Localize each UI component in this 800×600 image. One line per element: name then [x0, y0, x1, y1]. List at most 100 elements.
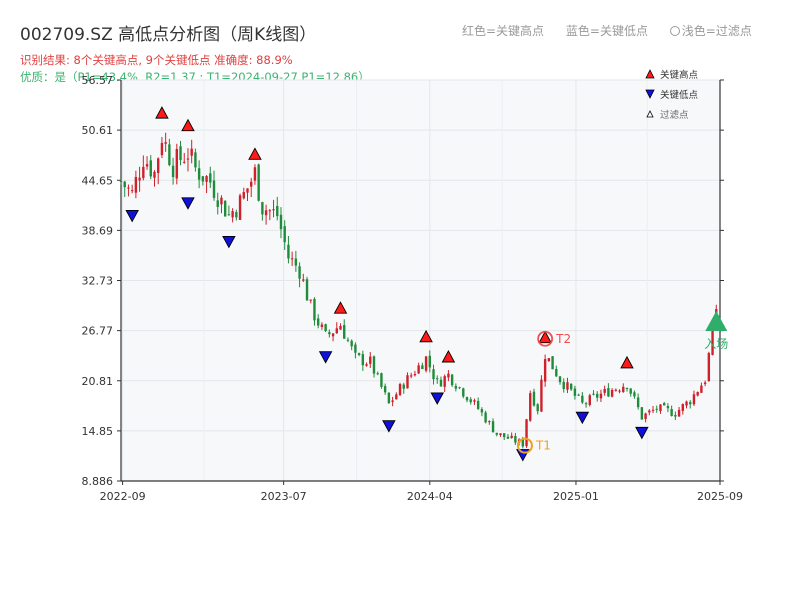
candle-down — [532, 391, 536, 406]
candle-down — [636, 397, 640, 408]
candle-down — [328, 332, 331, 335]
candle-down — [283, 226, 286, 243]
marker-legend: 关键高点 关键低点 过滤点 — [645, 64, 698, 124]
candle-up — [138, 177, 141, 181]
candle-up — [145, 164, 149, 167]
candle-up — [696, 392, 699, 396]
candle-up — [331, 333, 335, 337]
candle-up — [220, 197, 223, 205]
candle-down — [506, 436, 510, 439]
candle-up — [175, 148, 179, 179]
candle-up — [547, 358, 551, 361]
candle-up — [566, 382, 569, 390]
candle-up — [264, 210, 268, 216]
candle-up — [395, 394, 398, 400]
candle-down — [491, 421, 495, 433]
candle-up — [700, 385, 703, 393]
entry-marker — [705, 310, 728, 331]
candle-up — [268, 210, 272, 212]
candle-down — [313, 298, 316, 321]
candle-up — [231, 211, 234, 218]
candle-up — [186, 158, 190, 160]
candle-down — [216, 200, 219, 207]
candle-down — [354, 344, 357, 353]
candle-down — [469, 399, 472, 403]
candle-up — [692, 394, 696, 405]
candle-up — [142, 166, 145, 179]
candle-down — [569, 383, 573, 390]
candle-up — [711, 324, 714, 355]
candle-down — [343, 324, 346, 339]
candle-down — [662, 403, 666, 406]
key-low-marker — [222, 236, 236, 249]
y-tick-label: 32.73 — [82, 275, 114, 288]
candle-down — [350, 340, 353, 347]
candle-down — [123, 181, 126, 188]
y-tick-label: 14.85 — [82, 425, 114, 438]
candle-up — [677, 409, 681, 417]
legend-low: 关键低点 — [645, 84, 698, 104]
legend-high: 关键高点 — [645, 64, 698, 84]
candle-down — [465, 397, 469, 401]
candle-up — [703, 382, 707, 385]
candle-down — [480, 409, 484, 413]
key-high-marker — [155, 106, 169, 119]
candle-down — [209, 173, 212, 183]
x-tick-label: 2025-01 — [553, 490, 599, 503]
candle-down — [201, 176, 205, 182]
candle-down — [428, 355, 432, 368]
candle-down — [555, 368, 558, 377]
candle-down — [387, 392, 391, 404]
y-tick-label: 38.69 — [82, 224, 114, 237]
candle-down — [294, 258, 298, 266]
hollow-triangle-icon — [646, 110, 654, 118]
candle-down — [558, 376, 562, 383]
candle-down — [607, 388, 610, 397]
candle-up — [648, 410, 651, 413]
key-high-marker — [620, 355, 634, 369]
t2-circle — [537, 330, 554, 347]
candle-up — [238, 195, 242, 220]
candle-down — [640, 407, 644, 420]
candle-up — [406, 375, 409, 389]
candle-down — [629, 388, 632, 394]
candle-down — [666, 406, 670, 409]
candle-up — [127, 187, 130, 189]
candle-down — [581, 395, 584, 403]
x-tick-label: 2022-09 — [100, 490, 146, 503]
candle-up — [160, 142, 164, 156]
candle-up — [510, 435, 513, 439]
candle-down — [577, 394, 580, 396]
candle-down — [655, 408, 658, 410]
candle-down — [346, 339, 350, 341]
x-tick-label: 2023-07 — [261, 490, 307, 503]
candle-up — [190, 148, 193, 156]
candle-up — [618, 390, 621, 392]
candle-down — [439, 379, 443, 387]
candle-up — [250, 181, 253, 187]
candle-down — [514, 436, 517, 443]
candle-down — [149, 160, 152, 177]
candle-down — [276, 205, 279, 217]
candle-down — [305, 279, 309, 301]
candle-up — [424, 356, 428, 371]
candle-down — [119, 181, 123, 183]
key-low-marker — [635, 426, 649, 440]
candle-down — [287, 244, 290, 259]
key-high-marker — [333, 301, 348, 314]
candle-up — [157, 158, 160, 174]
candle-down — [458, 387, 461, 389]
candle-up — [183, 161, 186, 163]
candle-down — [324, 324, 327, 332]
candle-up — [153, 171, 156, 178]
candle-up — [205, 176, 208, 182]
candle-down — [383, 386, 387, 393]
red-triangle-up-icon — [645, 69, 655, 79]
candle-down — [372, 356, 376, 374]
candle-up — [659, 404, 662, 412]
candle-up — [603, 388, 606, 393]
blue-triangle-down-icon — [645, 89, 655, 99]
candle-down — [279, 214, 283, 230]
candle-down — [584, 403, 588, 405]
key-high-marker — [538, 330, 552, 344]
